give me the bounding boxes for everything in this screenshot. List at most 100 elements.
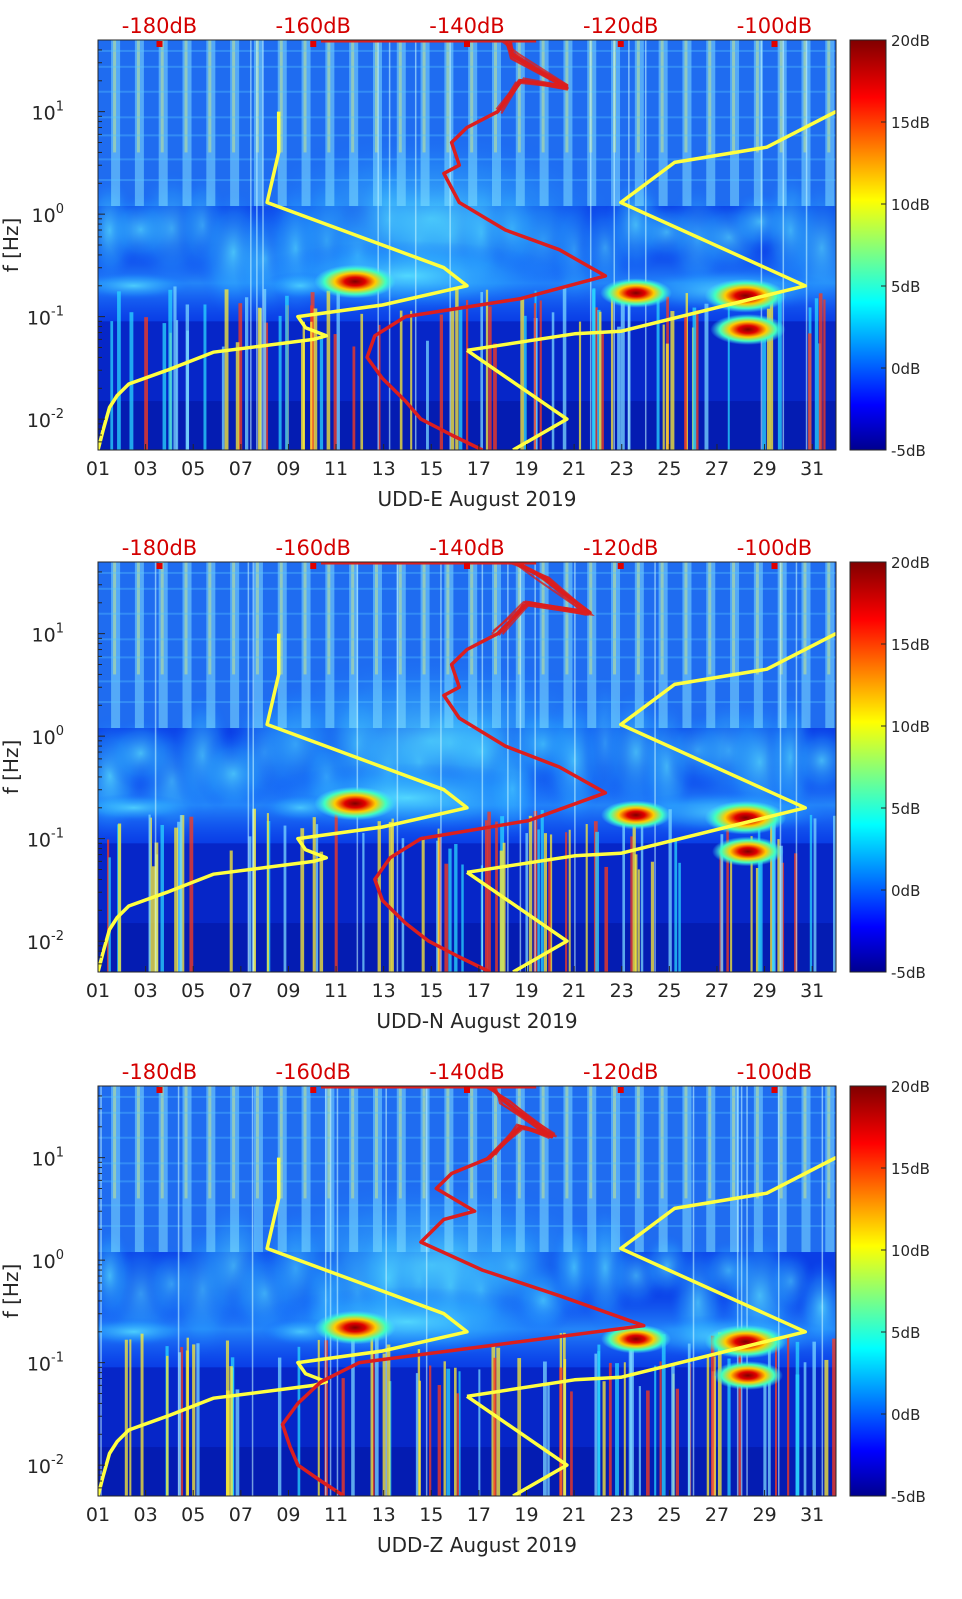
x-tick-label: 05: [181, 1504, 205, 1526]
colorbar-tick-label: 5dB: [891, 1324, 920, 1342]
x-tick-label: 01: [86, 1504, 110, 1526]
y-axis-title: f [Hz]: [0, 218, 23, 273]
colorbar-tick-label: 10dB: [891, 1242, 930, 1260]
colorbar-tick-label: 10dB: [891, 196, 930, 214]
x-tick-label: 27: [705, 980, 729, 1002]
colorbar: 20dB 15dB 10dB 5dB 0dB -5dB: [849, 554, 930, 982]
y-tick-label: 101: [32, 622, 64, 647]
x-tick-label: 21: [562, 980, 586, 1002]
x-tick-label: 15: [419, 1504, 443, 1526]
colorbar-tick-label: 15dB: [891, 636, 930, 654]
y-tick-label: 101: [32, 1146, 64, 1171]
hotspot-mark: [600, 1324, 672, 1354]
top-axis-label: -100dB: [737, 536, 812, 560]
x-tick-label: 29: [752, 1504, 776, 1526]
x-tick-label: 21: [562, 1504, 586, 1526]
colorbar-tick-label: 0dB: [891, 360, 920, 378]
top-axis-tick: [156, 41, 163, 47]
top-axis-tick: [464, 1087, 470, 1093]
x-axis-title: UDD-N August 2019: [376, 1009, 577, 1033]
colorbar: 20dB 15dB 10dB 5dB 0dB -5dB: [849, 1078, 930, 1506]
x-tick-label: 09: [276, 458, 300, 480]
x-tick-label: 03: [134, 980, 158, 1002]
hotspot-mark: [600, 800, 672, 830]
top-axis-label: -100dB: [737, 1060, 812, 1084]
top-axis-label: -180dB: [122, 1060, 197, 1084]
y-axis-title: f [Hz]: [0, 1264, 23, 1319]
x-tick-label: 25: [657, 1504, 681, 1526]
top-axis-tick: [156, 563, 163, 569]
top-axis-tick: [310, 563, 317, 569]
x-tick-label: 23: [610, 458, 634, 480]
x-tick-label: 25: [657, 458, 681, 480]
x-tick-label: 23: [610, 1504, 634, 1526]
y-tick-label: 10-1: [27, 305, 64, 330]
x-tick-label: 09: [276, 1504, 300, 1526]
x-tick-label: 01: [86, 980, 110, 1002]
top-axis-tick: [310, 1087, 317, 1093]
colorbar-tick-label: -5dB: [891, 1488, 926, 1506]
noise-model-curve: [98, 111, 469, 450]
x-tick-label: 31: [800, 458, 824, 480]
y-tick-label: 10-1: [27, 827, 64, 852]
noise-model-curve: [466, 632, 836, 875]
y-tick-label: 100: [32, 202, 64, 227]
x-tick-label: 13: [372, 980, 396, 1002]
x-tick-label: 19: [514, 458, 538, 480]
y-tick-label: 10-1: [27, 1351, 64, 1376]
top-axis-label: -180dB: [122, 14, 197, 38]
top-axis-tick: [771, 563, 778, 569]
x-tick-label: 13: [372, 458, 396, 480]
noise-model-curve: [466, 1394, 569, 1496]
noise-model-curve: [98, 633, 469, 972]
colorbar-tick-label: 0dB: [891, 882, 920, 900]
top-axis-tick: [156, 1087, 163, 1093]
top-axis-tick: [310, 41, 317, 47]
top-axis-label: -100dB: [737, 14, 812, 38]
noise-model-curve: [466, 1156, 836, 1399]
spectrogram-panel: 01 03 05 07 09 11 13 15 17 19 21 23 25 27 29 31 UDD-E Au…: [0, 14, 930, 511]
top-axis-label: -120dB: [583, 536, 658, 560]
colorbar-tick-label: 20dB: [891, 1078, 930, 1096]
spectrogram-panel: 01 03 05 07 09 11 13 15 17 19 21 23 25 27 29 31 UDD-Z Au…: [0, 1060, 930, 1557]
colorbar-tick-label: 15dB: [891, 1160, 930, 1178]
top-axis-label: -160dB: [276, 1060, 351, 1084]
x-axis-title: UDD-Z August 2019: [377, 1533, 577, 1557]
x-tick-label: 17: [467, 458, 491, 480]
x-tick-label: 21: [562, 458, 586, 480]
x-tick-label: 05: [181, 458, 205, 480]
y-tick-label: 100: [32, 724, 64, 749]
top-axis-tick: [771, 41, 778, 47]
x-axis-title: UDD-E August 2019: [378, 487, 577, 511]
x-tick-label: 11: [324, 458, 348, 480]
x-tick-label: 03: [134, 458, 158, 480]
hotspot-mark: [710, 313, 786, 345]
top-axis-label: -140dB: [429, 14, 504, 38]
hotspot-mark: [314, 1310, 396, 1345]
noise-model-curve: [466, 348, 569, 450]
colorbar: 20dB 15dB 10dB 5dB 0dB -5dB: [849, 32, 930, 460]
y-tick-label: 101: [32, 100, 64, 125]
y-tick-label: 10-2: [27, 929, 64, 954]
top-axis-tick: [617, 563, 624, 569]
y-axis-title: f [Hz]: [0, 740, 23, 795]
x-tick-label: 09: [276, 980, 300, 1002]
x-tick-label: 07: [229, 458, 253, 480]
colorbar-tick-label: 0dB: [891, 1406, 920, 1424]
top-axis-label: -160dB: [276, 536, 351, 560]
x-tick-label: 23: [610, 980, 634, 1002]
colorbar-tick-label: -5dB: [891, 442, 926, 460]
top-axis-tick: [617, 1087, 624, 1093]
x-tick-label: 11: [324, 1504, 348, 1526]
x-tick-label: 27: [705, 1504, 729, 1526]
x-tick-label: 07: [229, 980, 253, 1002]
colorbar-tick-label: 20dB: [891, 32, 930, 50]
hotspot-mark: [314, 786, 396, 821]
y-tick-label: 100: [32, 1248, 64, 1273]
top-axis-tick: [464, 41, 470, 47]
hotspot-mark: [712, 1361, 784, 1390]
y-tick-label: 10-2: [27, 407, 64, 432]
x-tick-label: 07: [229, 1504, 253, 1526]
x-tick-label: 31: [800, 1504, 824, 1526]
